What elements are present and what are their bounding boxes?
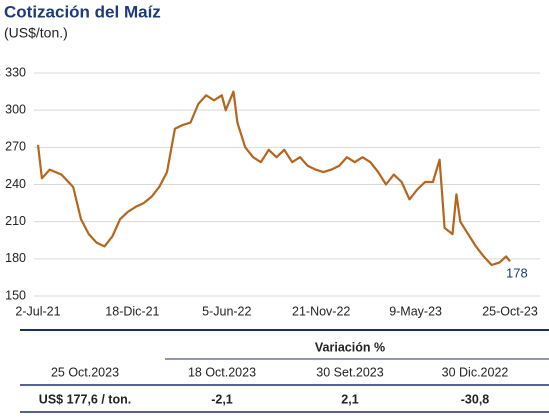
table-cell: 2,1	[341, 392, 358, 406]
table-group-header: Variación %	[315, 340, 385, 354]
table-cell: 30 Set.2023	[316, 365, 383, 379]
table-cell: -30,8	[461, 392, 490, 406]
x-tick-label: 25-Oct-23	[482, 304, 538, 318]
x-tick-label: 21-Nov-22	[292, 304, 350, 318]
chart-subtitle: (US$/ton.)	[4, 25, 68, 41]
x-tick-label: 2-Jul-21	[15, 304, 60, 318]
table-cell: 25 Oct.2023	[51, 365, 119, 379]
y-tick-label: 150	[5, 288, 26, 302]
y-tick-label: 300	[5, 102, 26, 116]
table-cell: US$ 177,6 / ton.	[39, 392, 131, 406]
y-tick-label: 330	[5, 65, 26, 79]
end-value-label: 178	[506, 266, 528, 281]
y-tick-label: 180	[5, 251, 26, 265]
chart-title: Cotización del Maíz	[4, 2, 161, 21]
x-tick-label: 5-Jun-22	[202, 304, 251, 318]
x-tick-label: 9-May-23	[389, 304, 442, 318]
y-tick-label: 210	[5, 214, 26, 228]
table-cell: 18 Oct.2023	[188, 365, 256, 379]
y-tick-label: 240	[5, 177, 26, 191]
y-tick-label: 270	[5, 140, 26, 154]
table-cell: -2,1	[211, 392, 233, 406]
price-line	[36, 90, 511, 267]
table-cell: 30 Dic.2022	[442, 365, 509, 379]
x-tick-label: 18-Dic-21	[105, 304, 159, 318]
